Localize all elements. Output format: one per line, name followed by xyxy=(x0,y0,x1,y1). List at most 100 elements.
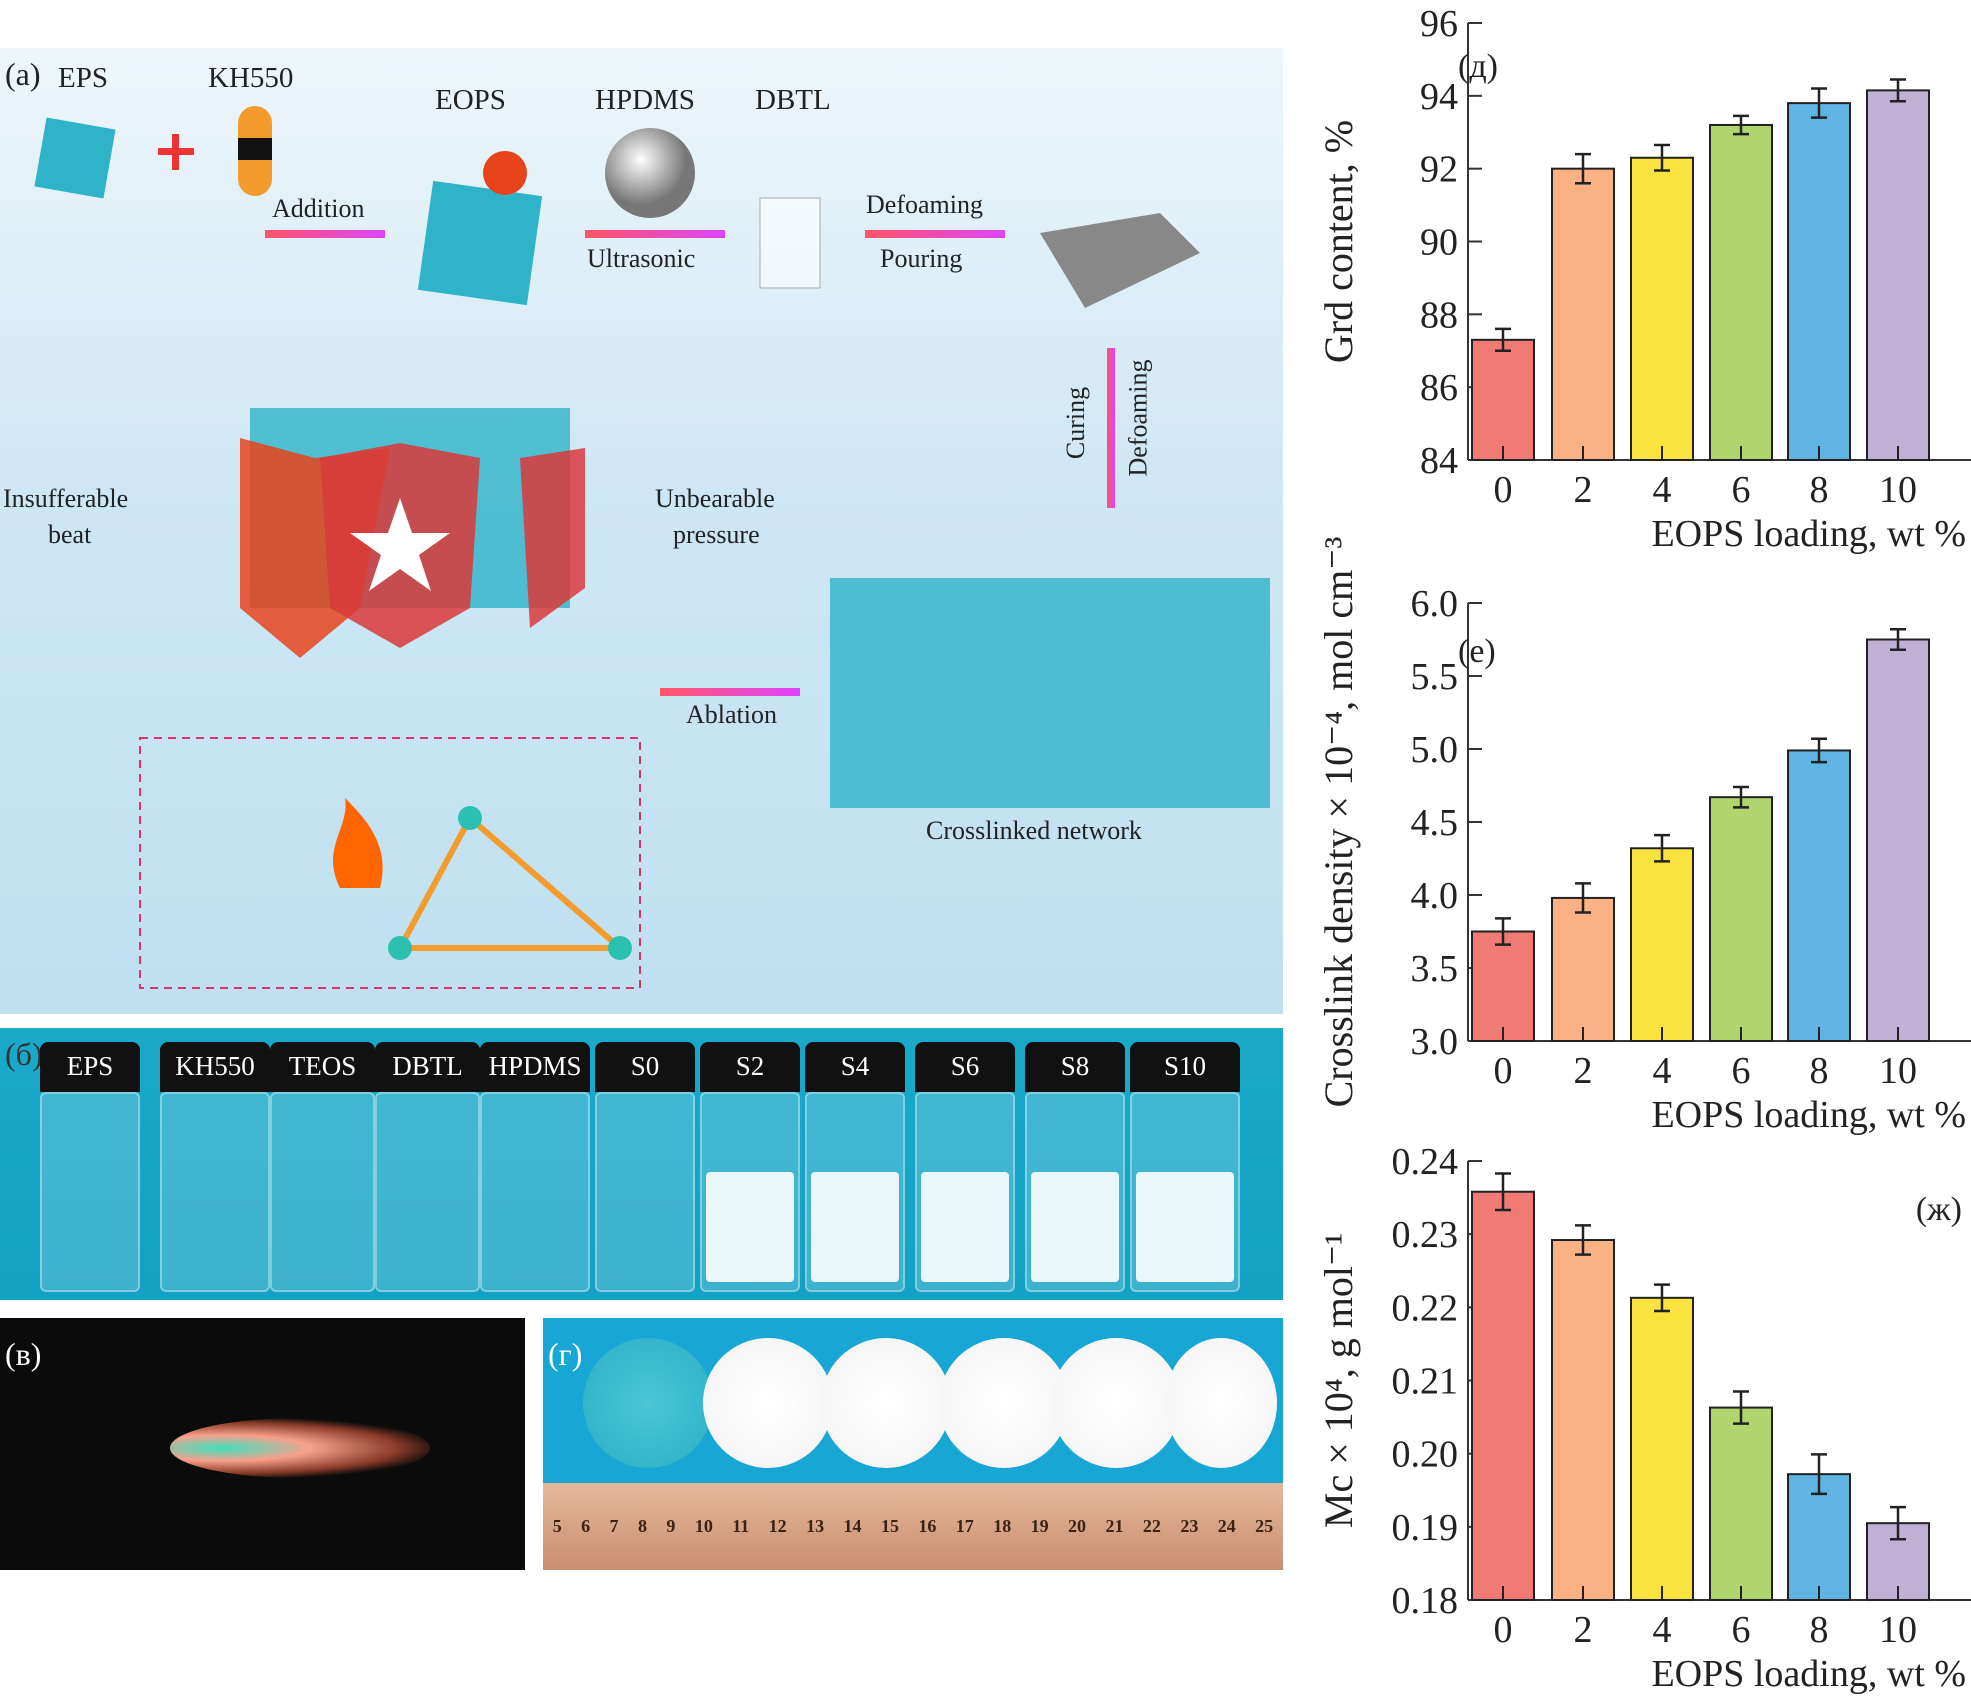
protective-layer-lattice xyxy=(240,408,585,658)
y-tick-label: 6.0 xyxy=(1411,583,1459,625)
vial-contents xyxy=(1031,1172,1119,1282)
vial-label: KH550 xyxy=(175,1051,255,1081)
bar xyxy=(1866,89,1930,462)
vial xyxy=(1130,1092,1240,1292)
sample-disc xyxy=(583,1338,713,1468)
panel-label: (д) xyxy=(1458,48,1498,85)
mold-tray-icon xyxy=(1040,213,1200,308)
y-tick-label: 4.5 xyxy=(1411,802,1459,844)
label-pressure: pressure xyxy=(673,520,760,549)
label-dbtl: DBTL xyxy=(755,84,831,116)
panel-label: (e) xyxy=(1458,633,1496,670)
error-bar xyxy=(1654,1283,1670,1313)
chart-2: 0.18 0.19 0.20 0.21 0.22 0.23 0.24 0 2 4 6 8 10EOPS … xyxy=(1316,1141,1971,1695)
y-tick-label: 0.22 xyxy=(1392,1287,1459,1329)
error-bar xyxy=(1495,1172,1511,1212)
x-tick-label: 8 xyxy=(1810,1050,1829,1092)
vial-cap xyxy=(595,1042,695,1092)
ruler-number: 12 xyxy=(768,1516,787,1536)
error-bar xyxy=(1654,833,1670,863)
y-tick-label: 0.20 xyxy=(1392,1434,1459,1476)
x-tick-label: 4 xyxy=(1653,1609,1672,1651)
eops-molecule-icon xyxy=(417,151,543,306)
label-crosslinked-network: Crosslinked network xyxy=(926,816,1142,845)
plus-icon xyxy=(158,134,194,170)
vial-cap xyxy=(480,1042,590,1092)
vial-cap xyxy=(40,1042,140,1092)
y-tick-label: 0.23 xyxy=(1392,1214,1459,1256)
y-tick-label: 96 xyxy=(1420,3,1458,45)
vial-label: S6 xyxy=(950,1051,980,1081)
bar xyxy=(1709,1406,1773,1601)
vial-label: EPS xyxy=(66,1051,114,1081)
vial-label: HPDMS xyxy=(488,1051,582,1081)
x-tick-label: 4 xyxy=(1653,469,1672,511)
x-axis-title: EOPS loading, wt % xyxy=(1651,1094,1966,1136)
label-addition: Addition xyxy=(272,194,365,223)
vial-label: S0 xyxy=(630,1051,660,1081)
synthesis-schematic: (a) EPS KH550 EOPS HPDMS DBTL Addition U… xyxy=(0,48,1283,1014)
ruler-number: 13 xyxy=(806,1516,825,1536)
sample-disc xyxy=(821,1338,951,1468)
y-tick-label: 0.24 xyxy=(1392,1141,1459,1183)
sample-disc xyxy=(939,1338,1069,1468)
ruler-number: 16 xyxy=(918,1516,937,1536)
hpdms-sphere-icon xyxy=(605,128,695,218)
sample-disc xyxy=(1051,1338,1181,1468)
ruler-number: 21 xyxy=(1105,1516,1124,1536)
ablation-inset-box xyxy=(139,737,641,989)
vial xyxy=(160,1092,270,1292)
panel-label-a: (a) xyxy=(5,56,41,92)
label-unbearable: Unbearable xyxy=(655,484,775,513)
vial-contents xyxy=(921,1172,1009,1282)
error-bar xyxy=(1890,1505,1906,1541)
vial-cap xyxy=(805,1042,905,1092)
bar xyxy=(1471,338,1535,462)
ruler-number: 22 xyxy=(1142,1516,1161,1536)
error-bar xyxy=(1890,628,1906,651)
y-tick-label: 92 xyxy=(1420,149,1458,191)
y-tick-label: 86 xyxy=(1420,367,1458,409)
schematic-graphics xyxy=(34,106,1270,989)
vial-label: S8 xyxy=(1060,1051,1090,1081)
y-tick-label: 3.0 xyxy=(1411,1021,1459,1063)
bar xyxy=(1787,102,1851,461)
vial xyxy=(700,1092,800,1292)
vial-label: S2 xyxy=(735,1051,765,1081)
bar xyxy=(1471,1190,1535,1601)
x-tick-label: 10 xyxy=(1879,469,1917,511)
y-tick-label: 94 xyxy=(1420,76,1458,118)
x-tick-label: 0 xyxy=(1494,1609,1513,1651)
ruler-number: 17 xyxy=(955,1516,974,1536)
x-tick-label: 6 xyxy=(1732,469,1751,511)
arrow-ultrasonic xyxy=(585,230,725,238)
label-eops: EOPS xyxy=(435,84,506,116)
error-bar xyxy=(1575,1224,1591,1256)
vial xyxy=(915,1092,1015,1292)
y-tick-label: 90 xyxy=(1420,222,1458,264)
y-tick-label: 4.0 xyxy=(1411,875,1459,917)
flame-icon xyxy=(333,798,383,888)
arrow-ablation xyxy=(660,688,800,696)
bar xyxy=(1709,123,1773,461)
label-ablation: Ablation xyxy=(686,700,777,729)
vial xyxy=(805,1092,905,1292)
ruler-number: 15 xyxy=(880,1516,899,1536)
vial-cap xyxy=(700,1042,800,1092)
ruler-number: 19 xyxy=(1030,1516,1049,1536)
vial xyxy=(480,1092,590,1292)
panel-label: (ж) xyxy=(1916,1191,1962,1228)
error-bar xyxy=(1733,1390,1749,1425)
bar xyxy=(1630,156,1694,461)
vials-photo: (б) EPS KH550 TEOS DBTL HPDMS S0 S2 S4 S6 S8 S10 xyxy=(0,1028,1283,1300)
panel-label-g: (г) xyxy=(548,1336,583,1372)
y-tick-label: 3.5 xyxy=(1411,948,1459,990)
vial-label: TEOS xyxy=(288,1051,357,1081)
x-tick-label: 6 xyxy=(1732,1609,1751,1651)
ruler-number: 7 xyxy=(609,1516,619,1536)
vial-label: S4 xyxy=(840,1051,870,1081)
y-tick-label: 0.18 xyxy=(1392,1580,1459,1622)
ruler-number: 10 xyxy=(694,1516,713,1536)
vial-cap xyxy=(1130,1042,1240,1092)
